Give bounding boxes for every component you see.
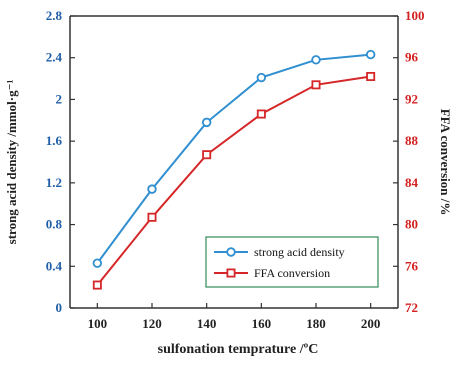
data-point-square: [147, 212, 157, 222]
legend-box: [205, 236, 379, 288]
left-tick-label: 0.4: [46, 258, 63, 273]
right-tick-label: 80: [405, 217, 418, 232]
legend: strong acid density FFA conversion: [205, 236, 379, 288]
series-layer: [92, 49, 376, 290]
left-tick-label: 0.8: [46, 217, 63, 232]
x-tick-label: 160: [252, 316, 272, 331]
right-tick-label: 96: [405, 50, 419, 65]
right-tick-label: 100: [405, 8, 425, 23]
legend-swatch-marker: [226, 247, 236, 257]
series-line-ffa-conversion: [96, 75, 371, 286]
series-line-acid-density: [96, 53, 371, 264]
axes-layer: [69, 15, 399, 309]
data-point-circle: [311, 55, 321, 65]
data-point-circle: [256, 72, 267, 83]
data-point-square: [202, 150, 212, 160]
x-tick-label: 100: [88, 316, 108, 331]
data-point-square: [311, 80, 321, 90]
right-tick-label: 92: [405, 91, 418, 106]
left-tick-label: 1.6: [46, 133, 63, 148]
right-axis-ticks: 72 76 80 84 88 92 96 100: [393, 8, 425, 315]
left-tick-label: 2.4: [46, 50, 63, 65]
right-tick-label: 84: [405, 175, 419, 190]
right-tick-label: 76: [405, 258, 419, 273]
legend-label: FFA conversion: [254, 266, 330, 280]
data-point-circle: [365, 49, 376, 60]
right-tick-label: 88: [405, 133, 419, 148]
data-point-circle: [147, 184, 157, 194]
x-axis-label: sulfonation temprature /ºC: [158, 342, 319, 357]
legend-label: strong acid density: [254, 245, 345, 259]
data-point-square: [366, 71, 376, 81]
x-axis-ticks: 100 120 140 160 180 200: [88, 303, 381, 331]
x-tick-label: 200: [361, 316, 381, 331]
x-tick-label: 180: [306, 316, 326, 331]
left-tick-label: 2.8: [46, 8, 63, 23]
data-point-circle: [201, 117, 212, 128]
left-tick-label: 2: [56, 91, 63, 106]
data-point-circle: [92, 258, 103, 268]
legend-swatch-marker: [226, 268, 236, 278]
left-axis-label: strong acid density /mmol·g⁻¹: [4, 80, 19, 245]
data-point-square: [92, 280, 102, 290]
left-axis-ticks: 0 0.4 0.8 1.2 1.6 2 2.4 2.8: [46, 8, 75, 315]
left-tick-label: 0: [56, 300, 63, 315]
right-tick-label: 72: [405, 300, 418, 315]
data-point-square: [256, 109, 266, 119]
left-tick-label: 1.2: [46, 175, 62, 190]
x-tick-label: 120: [142, 316, 162, 331]
right-axis-label: FFA conversion /%: [438, 109, 452, 216]
x-tick-label: 140: [197, 316, 217, 331]
